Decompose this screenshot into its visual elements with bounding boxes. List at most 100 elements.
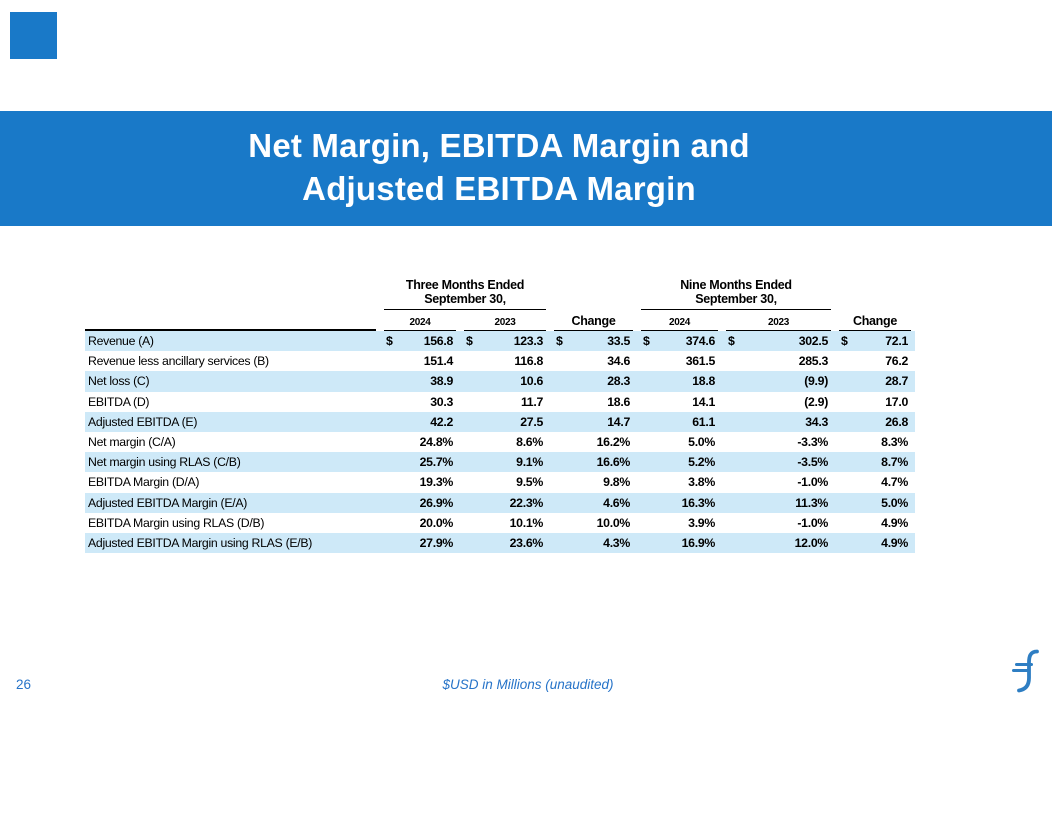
- dollar-sign: $: [556, 334, 563, 348]
- table-cell: 9.8%: [603, 475, 630, 490]
- table-cell: 27.9%: [419, 535, 454, 550]
- table-cell: 8.3%: [881, 434, 908, 449]
- row-label: EBITDA Margin using RLAS (D/B): [88, 515, 265, 530]
- table-row: Adjusted EBITDA (E) 42.2 27.5 14.7 61.1 34.3 2…: [85, 411, 915, 432]
- row-label: Revenue less ancillary services (B): [88, 354, 269, 369]
- row-label: Net loss (C): [88, 374, 150, 389]
- table-cell: 25.7%: [419, 455, 454, 470]
- column-header-2023-4: 2023: [726, 317, 831, 331]
- table-row: Adjusted EBITDA Margin (E/A) 26.9% 22.3% 4.…: [85, 492, 915, 513]
- forian-f-logo-icon: [1012, 649, 1039, 693]
- dollar-sign: $: [728, 334, 735, 348]
- table-cell: 4.6%: [603, 495, 630, 510]
- table-cell: 18.8: [692, 374, 715, 389]
- table-cell: 10.0%: [596, 515, 631, 530]
- table-row: Revenue less ancillary services (B) 151.4…: [85, 351, 915, 371]
- row-label: Adjusted EBITDA Margin (E/A): [88, 495, 248, 510]
- table-cell: -3.3%: [797, 434, 828, 449]
- group-subtitle: September 30,: [695, 292, 777, 306]
- table-cell: 24.8%: [419, 434, 454, 449]
- table-group-header-row: Three Months Ended September 30, Nine Mo…: [85, 268, 915, 310]
- table-cell: 5.0%: [688, 434, 715, 449]
- row-label: Revenue (A): [88, 334, 154, 348]
- table-cell: 23.6%: [509, 535, 544, 550]
- row-label: Net margin (C/A): [88, 434, 176, 449]
- table-cell: 9.1%: [516, 455, 543, 470]
- financial-margins-table: Three Months Ended September 30, Nine Mo…: [85, 268, 915, 554]
- table-cell: 18.6: [607, 394, 630, 409]
- table-cell: -1.0%: [797, 515, 828, 530]
- table-cell: 76.2: [885, 354, 908, 369]
- table-cell: $33.5: [550, 331, 637, 351]
- table-cell: 4.9%: [881, 515, 908, 530]
- dollar-sign: $: [466, 334, 473, 348]
- table-cell: $302.5: [722, 331, 835, 351]
- table-cell: $123.3: [460, 331, 550, 351]
- table-column-header-row: 2024 2023 Change 2024 2023 Change: [85, 310, 915, 331]
- table-cell: $374.6: [637, 331, 722, 351]
- table-cell: 12.0%: [794, 535, 829, 550]
- column-header-2024-0: 2024: [384, 317, 456, 331]
- row-label: EBITDA (D): [88, 394, 150, 409]
- table-cell: 14.7: [607, 414, 630, 429]
- column-header-2024-3: 2024: [641, 317, 718, 331]
- table-cell: 14.1: [692, 394, 715, 409]
- table-row: EBITDA Margin using RLAS (D/B) 20.0% 10.1%…: [85, 513, 915, 533]
- table-cell: -1.0%: [797, 475, 828, 490]
- table-cell: 61.1: [692, 414, 715, 429]
- table-row: EBITDA Margin (D/A) 19.3% 9.5% 9.8% 3.8% -1.0…: [85, 472, 915, 492]
- table-cell: 116.8: [514, 354, 543, 369]
- slide-title-line1: Net Margin, EBITDA Margin and: [248, 127, 750, 164]
- table-cell: 34.3: [805, 414, 828, 429]
- table-cell: (2.9): [804, 394, 828, 409]
- page-number: 26: [16, 677, 32, 692]
- table-cell: 9.5%: [516, 475, 543, 490]
- table-cell: 16.6%: [596, 455, 631, 470]
- col-group-three-months: Three Months Ended September 30,: [380, 278, 550, 310]
- row-label: Adjusted EBITDA (E): [88, 414, 198, 429]
- table-cell: 3.8%: [688, 475, 715, 490]
- table-cell: 4.9%: [881, 535, 908, 550]
- table-cell: 20.0%: [419, 515, 454, 530]
- table-cell: 34.6: [607, 354, 630, 369]
- group-subtitle: September 30,: [424, 292, 506, 306]
- table-cell: 30.3: [430, 394, 453, 409]
- table-row: Revenue (A) $156.8 $123.3 $33.5 $374.6 $302.5…: [85, 331, 915, 352]
- table-cell: $72.1: [835, 331, 915, 351]
- footnote: $USD in Millions (unaudited): [442, 677, 614, 692]
- table-cell: 4.7%: [881, 475, 908, 490]
- slide-title-line2: Adjusted EBITDA Margin: [302, 170, 696, 207]
- table-cell: 16.9%: [681, 535, 716, 550]
- table-cell: 11.7: [520, 394, 543, 409]
- table-cell: 10.6: [520, 374, 543, 389]
- dollar-sign: $: [386, 334, 393, 348]
- table-cell: -3.5%: [797, 455, 828, 470]
- table-cell: 285.3: [798, 354, 829, 369]
- table-row: Net loss (C) 38.9 10.6 28.3 18.8 (9.9) 28.7: [85, 371, 915, 392]
- row-label: Adjusted EBITDA Margin using RLAS (E/B): [88, 535, 313, 550]
- col-group-nine-months: Nine Months Ended September 30,: [637, 278, 835, 310]
- group-title: Three Months Ended: [405, 278, 525, 292]
- table-cell: 19.3%: [419, 475, 454, 490]
- column-header-2023-1: 2023: [464, 317, 546, 331]
- column-header-change-2: Change: [554, 314, 633, 331]
- table-cell: 361.5: [685, 354, 716, 369]
- table-cell: 10.1%: [509, 515, 544, 530]
- table-cell: 28.7: [885, 374, 908, 389]
- group-title: Nine Months Ended: [680, 278, 792, 292]
- table-cell: 16.2%: [596, 434, 631, 449]
- table-cell: 11.3%: [795, 495, 828, 510]
- table-cell: 8.7%: [881, 455, 908, 470]
- table-row: EBITDA (D) 30.3 11.7 18.6 14.1 (2.9) 17.0: [85, 392, 915, 412]
- table-cell: 3.9%: [688, 515, 715, 530]
- corner-accent-square: [10, 12, 57, 59]
- table-cell: 26.8: [885, 414, 908, 429]
- table-row: Net margin using RLAS (C/B) 25.7% 9.1% 16.6…: [85, 452, 915, 473]
- table-cell: 8.6%: [516, 434, 543, 449]
- table-row: Net margin (C/A) 24.8% 8.6% 16.2% 5.0% -3.3% 8…: [85, 432, 915, 452]
- dollar-sign: $: [841, 334, 848, 348]
- table-cell: (9.9): [804, 374, 828, 389]
- table-cell: 4.3%: [603, 535, 630, 550]
- column-header-change-5: Change: [839, 314, 911, 331]
